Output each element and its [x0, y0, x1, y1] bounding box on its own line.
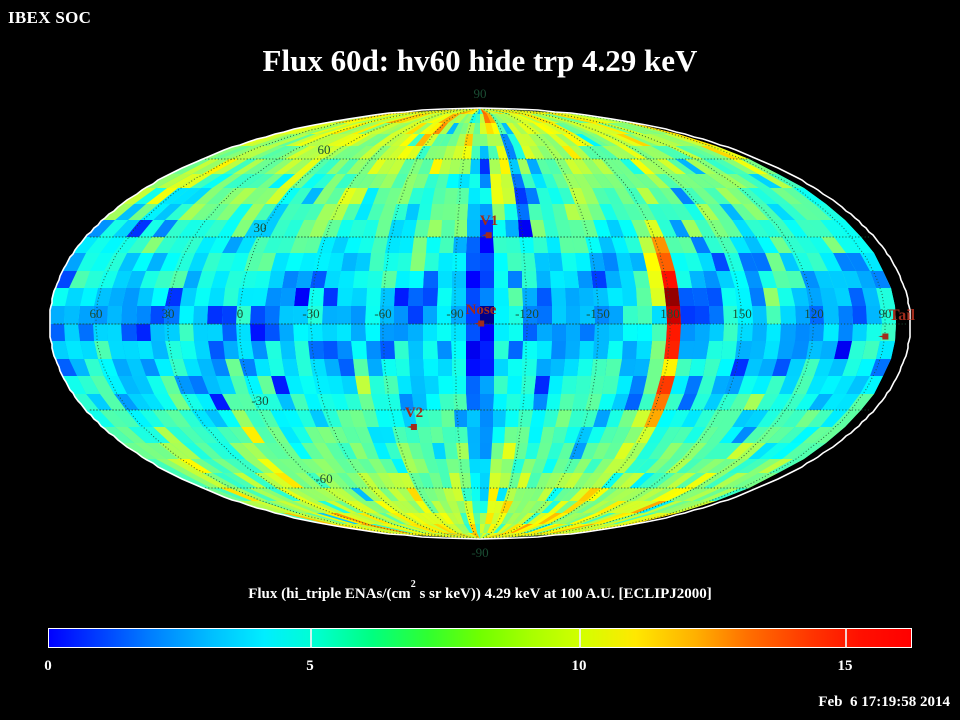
svg-text:60: 60 — [90, 306, 103, 321]
svg-text:180: 180 — [660, 306, 680, 321]
svg-text:-30: -30 — [302, 306, 319, 321]
svg-text:30: 30 — [254, 220, 267, 235]
svg-text:-60: -60 — [374, 306, 391, 321]
svg-text:Nose: Nose — [466, 302, 497, 318]
svg-text:-120: -120 — [515, 306, 539, 321]
svg-text:-90: -90 — [446, 306, 463, 321]
svg-text:-60: -60 — [315, 471, 332, 486]
svg-text:90: 90 — [474, 86, 487, 101]
svg-text:-90: -90 — [471, 545, 488, 560]
svg-text:-30: -30 — [251, 393, 268, 408]
svg-text:-150: -150 — [586, 306, 610, 321]
svg-text:0: 0 — [237, 306, 244, 321]
svg-text:30: 30 — [162, 306, 175, 321]
svg-text:Tail: Tail — [889, 307, 916, 324]
svg-text:V2: V2 — [405, 405, 423, 421]
svg-text:120: 120 — [804, 306, 824, 321]
svg-text:V1: V1 — [480, 213, 498, 229]
svg-text:60: 60 — [318, 142, 331, 157]
svg-text:150: 150 — [732, 306, 752, 321]
